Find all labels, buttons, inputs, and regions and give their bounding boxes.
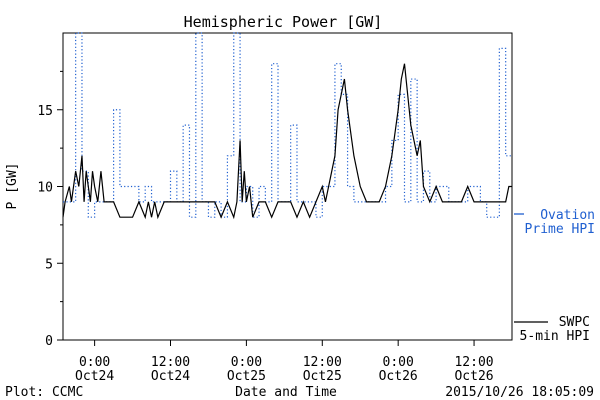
x-tick-label-time: 12:00 <box>454 355 493 370</box>
series-line-swpc <box>62 63 512 220</box>
series-layer <box>62 32 512 220</box>
x-tick-label-date: Oct24 <box>75 369 114 384</box>
plot-frame <box>62 32 513 341</box>
legend-label-swpc: SWPC <box>559 315 590 330</box>
x-tick-label-date: Oct26 <box>454 369 493 384</box>
legend-label-ovation: Prime HPI <box>525 222 595 237</box>
x-tick-label-time: 0:00 <box>383 355 414 370</box>
y-tick-label: 10 <box>37 181 53 196</box>
y-tick-label: 5 <box>45 257 53 272</box>
chart-title: Hemispheric Power [GW] <box>184 13 383 31</box>
x-tick-label-date: Oct24 <box>151 369 190 384</box>
axis-ticks: 0510150:00Oct2412:00Oct240:00Oct2512:00O… <box>37 70 494 384</box>
y-axis-label: P [GW] <box>5 163 20 210</box>
legend-label-swpc: 5-min HPI <box>520 329 590 344</box>
x-tick-label-time: 12:00 <box>151 355 190 370</box>
series-line-ovation <box>63 32 512 218</box>
x-tick-label-time: 12:00 <box>303 355 342 370</box>
y-tick-label: 0 <box>45 334 53 349</box>
footer-timestamp: 2015/10/26 18:05:09 <box>445 385 594 400</box>
x-tick-label-time: 0:00 <box>231 355 262 370</box>
x-axis-label: Date and Time <box>235 385 337 400</box>
x-tick-label-time: 0:00 <box>79 355 110 370</box>
y-tick-label: 15 <box>37 104 53 119</box>
x-tick-label-date: Oct26 <box>379 369 418 384</box>
legend-label-ovation: Ovation <box>540 208 595 223</box>
x-tick-label-date: Oct25 <box>303 369 342 384</box>
footer-credit: Plot: CCMC <box>5 385 83 400</box>
x-tick-label-date: Oct25 <box>227 369 266 384</box>
